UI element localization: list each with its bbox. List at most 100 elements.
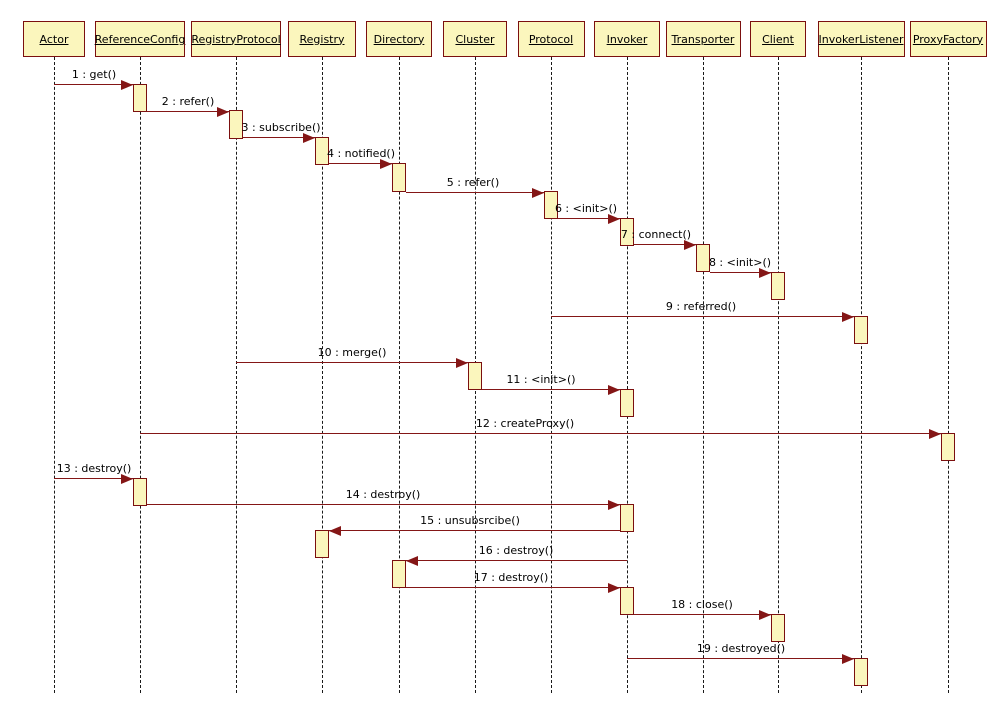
message-label-8: 8 : <init>() [708, 256, 772, 269]
message-label-9: 9 : referred() [665, 300, 737, 313]
lifeline-directory [399, 57, 400, 693]
activation-registry [315, 530, 329, 558]
message-line-19 [627, 658, 854, 659]
activation-invoker [620, 504, 634, 532]
message-arrowhead-19 [842, 654, 854, 664]
message-line-13 [54, 478, 133, 479]
message-arrowhead-3 [303, 133, 315, 143]
message-arrowhead-4 [380, 159, 392, 169]
message-arrowhead-5 [532, 188, 544, 198]
message-label-10: 10 : merge() [317, 346, 387, 359]
activation-transporter [696, 244, 710, 272]
activation-registryprotocol [229, 110, 243, 139]
lifeline-label: RegistryProtocol [191, 32, 281, 46]
activation-referenceconfig [133, 84, 147, 112]
message-line-9 [551, 316, 854, 317]
message-arrowhead-12 [929, 429, 941, 439]
lifeline-head-registryprotocol: RegistryProtocol [191, 21, 281, 57]
lifeline-protocol [551, 57, 552, 693]
message-arrowhead-11 [608, 385, 620, 395]
lifeline-label: Client [762, 32, 794, 46]
message-label-16: 16 : destroy() [478, 544, 554, 557]
message-line-16 [406, 560, 627, 561]
lifeline-label: Cluster [455, 32, 495, 46]
lifeline-head-referenceconfig: ReferenceConfig [95, 21, 185, 57]
lifeline-actor [54, 57, 55, 693]
lifeline-transporter [703, 57, 704, 693]
message-line-4 [329, 163, 392, 164]
lifeline-registry [322, 57, 323, 693]
message-line-10 [236, 362, 468, 363]
activation-cluster [468, 362, 482, 390]
message-label-1: 1 : get() [71, 68, 117, 81]
activation-registry [315, 137, 329, 165]
activation-protocol [544, 191, 558, 219]
activation-invokerlistener [854, 658, 868, 686]
message-label-13: 13 : destroy() [56, 462, 132, 475]
message-label-14: 14 : destroy() [345, 488, 421, 501]
lifeline-label: Invoker [606, 32, 648, 46]
message-arrowhead-9 [842, 312, 854, 322]
lifeline-head-protocol: Protocol [517, 21, 585, 57]
message-arrowhead-8 [759, 268, 771, 278]
activation-client [771, 272, 785, 300]
message-label-7: 7 : connect() [620, 228, 692, 241]
activation-invokerlistener [854, 316, 868, 344]
message-line-8 [710, 272, 771, 273]
lifeline-invoker [627, 57, 628, 693]
lifeline-label: Actor [39, 32, 69, 46]
message-label-17: 17 : destroy() [473, 571, 549, 584]
message-arrowhead-2 [217, 107, 229, 117]
lifeline-head-cluster: Cluster [443, 21, 507, 57]
message-label-15: 15 : unsubsrcibe() [420, 514, 520, 527]
lifeline-head-registry: Registry [288, 21, 356, 57]
lifeline-head-proxyfactory: ProxyFactory [909, 21, 987, 57]
lifeline-proxyfactory [948, 57, 949, 693]
activation-proxyfactory [941, 433, 955, 461]
activation-invoker [620, 218, 634, 246]
message-arrowhead-16 [406, 556, 418, 566]
lifeline-invokerlistener [861, 57, 862, 693]
message-line-12 [140, 433, 941, 434]
lifeline-head-invokerlistener: InvokerListener [817, 21, 905, 57]
message-line-1 [54, 84, 133, 85]
message-label-2: 2 : refer() [161, 95, 215, 108]
message-label-6: 6 : <init>() [554, 202, 618, 215]
message-line-18 [634, 614, 771, 615]
message-arrowhead-1 [121, 80, 133, 90]
message-arrowhead-13 [121, 474, 133, 484]
message-line-2 [147, 111, 229, 112]
lifeline-label: Directory [373, 32, 425, 46]
message-label-5: 5 : refer() [446, 176, 500, 189]
lifeline-head-directory: Directory [366, 21, 432, 57]
message-label-3: 3 : subscribe() [241, 121, 321, 134]
lifeline-registryprotocol [236, 57, 237, 693]
lifeline-label: Protocol [528, 32, 574, 46]
lifeline-referenceconfig [140, 57, 141, 693]
activation-client [771, 614, 785, 642]
message-line-7 [634, 244, 696, 245]
lifeline-label: InvokerListener [818, 32, 904, 46]
lifeline-client [778, 57, 779, 693]
lifeline-label: ProxyFactory [912, 32, 984, 46]
message-line-15 [329, 530, 620, 531]
message-label-18: 18 : close() [671, 598, 733, 611]
message-line-14 [147, 504, 620, 505]
message-arrowhead-14 [608, 500, 620, 510]
message-label-19: 19 : destroyed() [696, 642, 786, 655]
lifeline-head-transporter: Transporter [665, 21, 741, 57]
activation-invoker [620, 587, 634, 615]
activation-referenceconfig [133, 478, 147, 506]
message-label-11: 11 : <init>() [506, 373, 576, 386]
message-line-5 [406, 192, 544, 193]
message-label-4: 4 : notified() [326, 147, 396, 160]
message-arrowhead-7 [684, 240, 696, 250]
lifeline-head-client: Client [750, 21, 806, 57]
message-arrowhead-18 [759, 610, 771, 620]
message-arrowhead-17 [608, 583, 620, 593]
message-line-11 [482, 389, 620, 390]
message-label-12: 12 : createProxy() [475, 417, 575, 430]
activation-invoker [620, 389, 634, 417]
message-line-6 [558, 218, 620, 219]
